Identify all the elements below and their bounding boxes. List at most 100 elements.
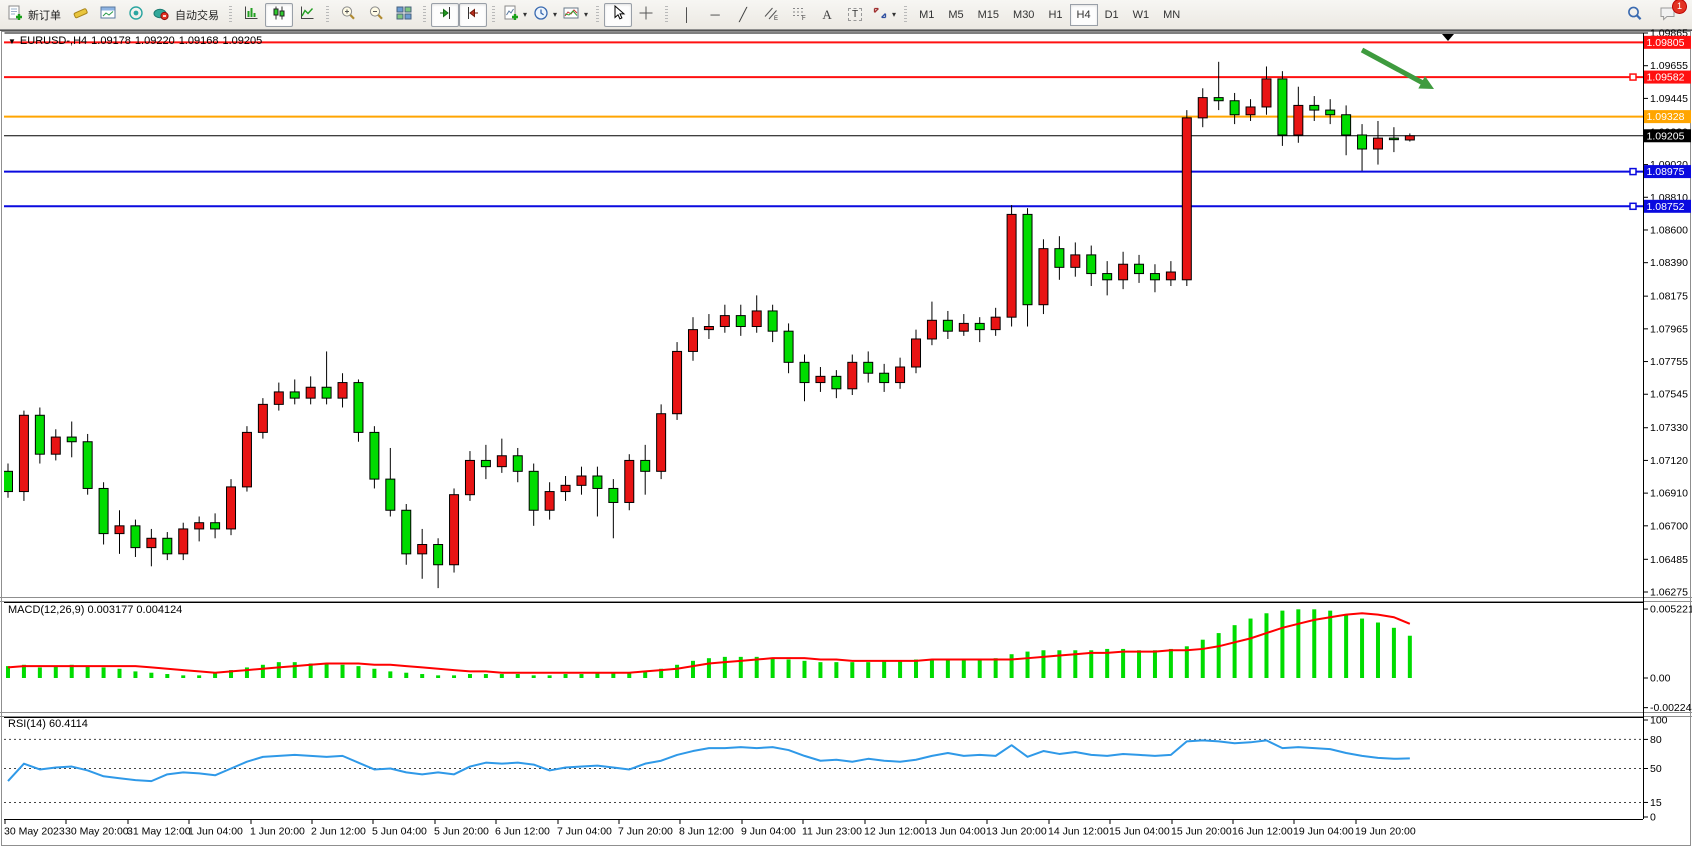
autotrading-button[interactable]: 自动交易 xyxy=(150,3,224,27)
bar-chart-icon xyxy=(243,5,259,24)
fibonacci-tool-button[interactable]: F xyxy=(785,3,813,27)
timeframe-button-h4[interactable]: H4 xyxy=(1069,3,1098,26)
date-axis[interactable]: 30 May 2023 30 May 20:0031 May 12:001 Jun… xyxy=(4,820,1416,838)
macd-bar xyxy=(1248,618,1253,678)
line-handle[interactable] xyxy=(1629,73,1637,81)
toolbar-grip[interactable] xyxy=(326,5,329,24)
date-axis-label: 31 May 12:00 xyxy=(127,826,191,838)
search-button[interactable] xyxy=(1620,3,1648,27)
chevron-down-icon: ▾ xyxy=(892,10,897,19)
line-handle[interactable] xyxy=(1629,202,1637,211)
chevron-down-icon: ▾ xyxy=(523,10,528,19)
candle xyxy=(879,372,890,384)
line-chart-button[interactable] xyxy=(293,3,321,27)
candle xyxy=(194,522,205,530)
toolbar-grip[interactable] xyxy=(665,5,669,24)
signals-button[interactable] xyxy=(122,3,150,27)
price-axis-tick: 1.06700 xyxy=(1650,520,1688,532)
tile-windows-button[interactable] xyxy=(390,3,418,27)
horizontal-line-tool-button[interactable]: ─ xyxy=(701,3,729,27)
timeframe-button-m15[interactable]: M15 xyxy=(977,8,1000,21)
new-order-button[interactable]: 新订单 xyxy=(4,3,66,27)
chart-close-value: 1.09205 xyxy=(222,35,263,47)
candle xyxy=(687,329,698,352)
channel-tool-button[interactable]: E xyxy=(757,3,785,27)
timeframe-button-h1[interactable]: H1 xyxy=(1048,8,1063,21)
candle xyxy=(82,441,93,489)
candle xyxy=(751,310,762,328)
price-axis-tick: 1.09655 xyxy=(1650,60,1688,72)
macd-bar xyxy=(324,663,329,678)
timeframe-button-m30[interactable]: M30 xyxy=(1013,8,1035,21)
toolbar-grip[interactable] xyxy=(596,5,600,24)
candle xyxy=(895,366,906,384)
candle xyxy=(178,528,189,555)
crayon-tool-button[interactable] xyxy=(66,3,94,27)
candle xyxy=(210,522,221,530)
candle xyxy=(114,525,125,535)
chart-shift-marker[interactable] xyxy=(1442,34,1454,41)
title-collapse-icon[interactable]: ▼ xyxy=(8,36,16,46)
line-handle[interactable] xyxy=(1629,167,1637,176)
price-badge-1.08752: 1.08752 xyxy=(1644,199,1691,213)
macd-bar xyxy=(722,656,727,678)
zoom-out-button[interactable] xyxy=(362,3,390,27)
vertical-line-tool-button[interactable]: │ xyxy=(673,3,701,27)
candle xyxy=(369,431,380,480)
crosshair-icon xyxy=(638,5,654,24)
toolbar-grip[interactable] xyxy=(492,5,495,24)
periods-dropdown-button[interactable]: ▾ xyxy=(530,3,560,27)
candlestick-chart-button[interactable] xyxy=(265,2,293,27)
toolbar-group-scroll xyxy=(431,1,487,29)
candle xyxy=(226,486,237,530)
date-axis-label: 7 Jun 04:00 xyxy=(557,826,612,838)
auto-scroll-button[interactable] xyxy=(431,2,459,27)
date-axis-label: 14 Jun 12:00 xyxy=(1048,826,1109,838)
timeframe-group: M1 M5 M15 M30 H1 H4 D1 W1 MN xyxy=(912,1,1187,29)
toolbar-group-dropdowns: ▾ ▾ ▾ xyxy=(500,1,591,29)
text-tool-button[interactable]: A xyxy=(813,3,841,27)
zoom-in-button[interactable] xyxy=(334,3,362,27)
crosshair-tool-button[interactable] xyxy=(632,3,660,27)
macd-bar xyxy=(1391,627,1396,678)
toolbar-grip[interactable] xyxy=(229,5,232,24)
trendline-tool-button[interactable]: ╱ xyxy=(729,3,757,27)
indicators-dropdown-button[interactable]: ▾ xyxy=(500,3,530,27)
autotrading-label: 自动交易 xyxy=(175,9,219,22)
timeframe-button-d1[interactable]: D1 xyxy=(1104,8,1119,21)
rsi-pane[interactable] xyxy=(4,738,1643,803)
text-label-tool-button[interactable]: T xyxy=(841,3,869,27)
date-axis-label: 13 Jun 20:00 xyxy=(986,826,1047,838)
bar-chart-button[interactable] xyxy=(237,3,265,27)
toolbar-grip[interactable] xyxy=(904,5,908,24)
candle xyxy=(1086,254,1097,275)
candles-layer xyxy=(4,61,1415,589)
price-axis[interactable]: 1.098651.096551.094451.092301.090201.088… xyxy=(1643,28,1692,824)
candle xyxy=(130,525,141,549)
notifications-button[interactable]: 1 xyxy=(1654,0,1687,27)
chart-shift-button[interactable] xyxy=(459,2,487,27)
timeframe-button-mn[interactable]: MN xyxy=(1163,8,1181,21)
price-axis-tick: 1.07965 xyxy=(1650,323,1688,335)
macd-bar xyxy=(818,662,823,678)
timeframe-button-m1[interactable]: M1 xyxy=(919,8,935,21)
macd-bar xyxy=(1200,639,1205,678)
timeframe-button-w1[interactable]: W1 xyxy=(1132,8,1150,21)
arrows-dropdown-button[interactable]: ▾ xyxy=(869,3,899,27)
timeframe-button-m5[interactable]: M5 xyxy=(948,8,964,21)
macd-pane[interactable] xyxy=(6,609,1412,678)
candle xyxy=(1261,78,1272,108)
macd-bar xyxy=(802,660,807,678)
candle xyxy=(241,431,252,488)
cursor-tool-button[interactable] xyxy=(604,2,633,27)
candle xyxy=(433,544,444,566)
candle xyxy=(1038,248,1049,306)
chart-open-value: 1.09178 xyxy=(91,35,131,47)
arrow-annotation[interactable] xyxy=(1360,47,1434,89)
macd-bar xyxy=(69,664,74,678)
toolbar-grip[interactable] xyxy=(423,5,426,24)
market-watch-button[interactable] xyxy=(94,3,122,27)
price-chart-pane[interactable] xyxy=(4,41,1644,589)
templates-dropdown-button[interactable]: ▾ xyxy=(560,3,591,27)
